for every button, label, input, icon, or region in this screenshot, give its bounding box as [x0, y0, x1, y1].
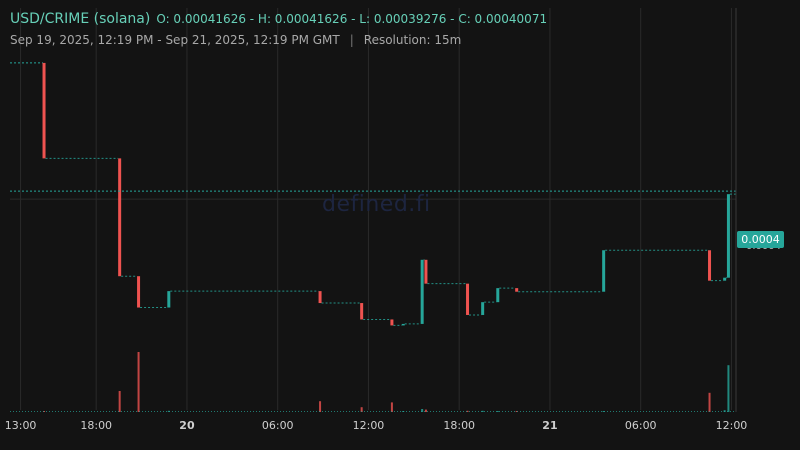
grid-lines	[10, 8, 736, 410]
volume-bar	[319, 401, 322, 412]
candle	[390, 319, 394, 326]
time-tick-label: 13:00	[5, 419, 37, 432]
time-tick-label: 18:00	[80, 419, 112, 432]
candle	[723, 277, 727, 281]
volume-bar	[496, 411, 499, 412]
volume-bar	[390, 402, 393, 412]
candles	[10, 62, 736, 326]
candle	[167, 291, 171, 308]
volume-bar	[515, 411, 518, 412]
volume-bar	[118, 391, 121, 412]
watermark: defined.fi	[322, 192, 431, 217]
chart-subheader: Sep 19, 2025, 12:19 PM - Sep 21, 2025, 1…	[10, 33, 461, 47]
volume-bar	[167, 410, 170, 412]
time-tick-label: 12:00	[353, 419, 385, 432]
candle	[420, 259, 424, 324]
time-tick-label: 20	[179, 419, 195, 432]
time-tick-label: 18:00	[443, 419, 475, 432]
time-tick-label: 06:00	[625, 419, 657, 432]
time-tick-label: 06:00	[262, 419, 294, 432]
resolution-label: Resolution: 15m	[363, 33, 462, 47]
ohlc-readout: O: 0.00041626 - H: 0.00041626 - L: 0.000…	[156, 12, 548, 26]
volume-bar	[708, 392, 711, 412]
candle	[137, 276, 141, 308]
candle	[726, 194, 730, 278]
volume-bar	[137, 352, 140, 412]
time-tick-label: 21	[542, 419, 557, 432]
date-range: Sep 19, 2025, 12:19 PM - Sep 21, 2025, 1…	[10, 33, 340, 47]
current-price-badge: 0.0004	[737, 231, 784, 248]
volume-bar	[481, 410, 484, 412]
candle	[401, 323, 405, 326]
candle	[360, 303, 364, 320]
candle	[118, 158, 122, 277]
volume-bar	[727, 365, 730, 412]
candle	[424, 259, 428, 284]
candle	[602, 250, 606, 292]
candle	[318, 291, 322, 304]
time-axis: 13:00 18:00 20 06:00 12:00 18:00 21 06:00 12:00	[5, 419, 748, 432]
volume-bar	[43, 411, 46, 412]
separator: |	[349, 33, 354, 47]
candle	[515, 288, 519, 292]
volume-bar	[466, 410, 469, 412]
volume-bar	[421, 409, 424, 412]
volume-bar	[424, 409, 427, 412]
volume-bar	[602, 411, 605, 412]
time-tick-label: 12:00	[716, 419, 748, 432]
candle	[708, 250, 712, 281]
candle	[42, 62, 46, 159]
candle	[466, 283, 470, 315]
candle	[481, 302, 485, 315]
volume-bar	[360, 407, 363, 412]
symbol-title: USD/CRIME (solana)	[10, 11, 151, 27]
volume-bars	[10, 352, 736, 412]
candle	[496, 288, 500, 303]
chart-header: USD/CRIME (solana) O: 0.00041626 - H: 0.0…	[10, 11, 547, 27]
